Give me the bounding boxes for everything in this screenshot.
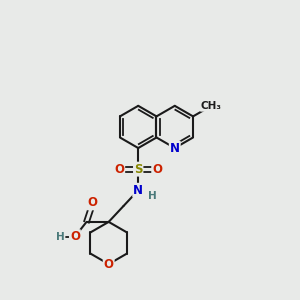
Text: O: O	[152, 163, 162, 176]
Text: O: O	[88, 196, 98, 209]
Text: O: O	[104, 258, 114, 271]
Text: H: H	[148, 190, 156, 200]
Text: S: S	[134, 163, 142, 176]
Text: N: N	[133, 184, 143, 197]
Text: N: N	[170, 142, 180, 154]
Text: O: O	[114, 163, 124, 176]
Text: H: H	[56, 232, 64, 242]
Text: O: O	[70, 230, 80, 243]
Text: CH₃: CH₃	[201, 101, 222, 111]
